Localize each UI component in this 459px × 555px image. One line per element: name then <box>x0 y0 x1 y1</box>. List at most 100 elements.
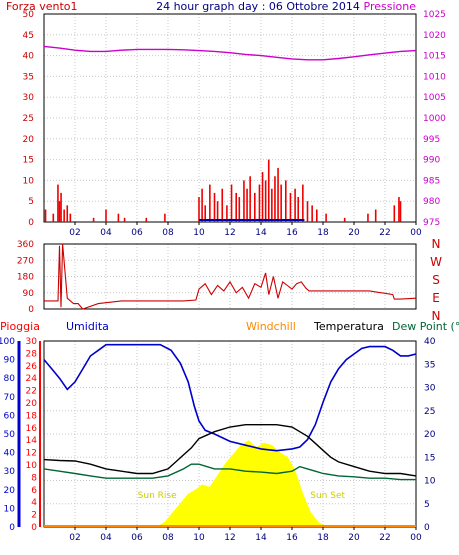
rain-y-tick-label: 14 <box>26 436 38 446</box>
wind-x-tick-label: 16 <box>286 228 298 238</box>
humidity-y-tick-label: 20 <box>4 486 16 496</box>
pressure-y-tick-label: 1015 <box>423 52 446 62</box>
humidity-y-tick-label: 10 <box>4 504 16 514</box>
humidity-y-tick-label: 30 <box>4 467 16 477</box>
pressure-y-tick-label: 1005 <box>423 93 446 103</box>
temp-x-tick-label: 06 <box>131 533 143 543</box>
temp-y-tick-label: 20 <box>424 430 436 440</box>
temp-x-tick-label: 18 <box>317 533 329 543</box>
rain-y-tick-label: 4 <box>31 498 37 508</box>
humidity-y-tick-label: 60 <box>4 411 16 421</box>
sunset-label: Sun Set <box>310 491 345 501</box>
temp-y-tick-label: 15 <box>424 453 435 463</box>
rain-y-tick-label: 8 <box>31 473 37 483</box>
humidity-y-tick-label: 90 <box>4 356 16 366</box>
temp-x-tick-label: 22 <box>379 533 390 543</box>
pressure-y-tick-label: 980 <box>423 197 440 207</box>
dir-compass-label: E <box>432 291 440 305</box>
wind-pressure-panel: 0510152025303540455097598098599099510001… <box>23 10 447 238</box>
wind-y-tick-label: 15 <box>23 156 34 166</box>
rain-y-tick-label: 6 <box>31 486 37 496</box>
legend-windchill: Windchill <box>246 320 296 333</box>
rain-y-tick-label: 0 <box>31 523 37 533</box>
temp-y-tick-label: 30 <box>424 384 436 394</box>
rain-y-tick-label: 22 <box>26 387 37 397</box>
legend-humidity: Umidita <box>66 320 109 333</box>
wind-x-tick-label: 22 <box>379 228 390 238</box>
wind-y-tick-label: 50 <box>23 10 35 20</box>
wind-y-tick-label: 30 <box>23 93 35 103</box>
dewpoint-line <box>43 463 416 481</box>
solar-area <box>155 440 328 528</box>
temp-x-tick-label: 08 <box>162 533 174 543</box>
temp-y-tick-label: 35 <box>424 360 435 370</box>
temp-x-tick-label: 20 <box>348 533 360 543</box>
temp-y-tick-label: 0 <box>424 523 430 533</box>
temp-y-tick-label: 40 <box>424 337 436 347</box>
rain-y-tick-label: 30 <box>26 337 38 347</box>
wind-y-tick-label: 40 <box>23 52 35 62</box>
pressure-y-tick-label: 1010 <box>423 72 446 82</box>
temperature-humidity-panel: 0510152025303540010203040506070809010002… <box>0 337 436 543</box>
temp-x-tick-label: 02 <box>69 533 80 543</box>
wind-x-tick-label: 18 <box>317 228 329 238</box>
pressure-line <box>43 45 417 61</box>
rain-y-tick-label: 2 <box>31 511 37 521</box>
dir-y-tick-label: 0 <box>28 305 34 315</box>
humidity-y-tick-label: 100 <box>0 337 15 347</box>
wind-x-tick-label: 10 <box>193 228 205 238</box>
pressure-y-tick-label: 1025 <box>423 10 446 20</box>
humidity-y-tick-label: 80 <box>4 374 16 384</box>
rain-y-tick-label: 26 <box>26 362 38 372</box>
wind-x-tick-label: 08 <box>162 228 174 238</box>
pressure-y-tick-label: 1000 <box>423 114 446 124</box>
humidity-y-tick-label: 0 <box>9 523 15 533</box>
pressure-y-tick-label: 995 <box>423 135 440 145</box>
wind-direction-line <box>44 243 417 310</box>
wind-axis-title: Forza vento1 <box>6 0 78 13</box>
temp-y-tick-label: 25 <box>424 407 435 417</box>
pressure-y-tick-label: 985 <box>423 176 440 186</box>
wind-x-tick-label: 04 <box>100 228 112 238</box>
humidity-y-tick-label: 40 <box>4 449 16 459</box>
wind-x-tick-label: 06 <box>131 228 143 238</box>
rain-y-tick-label: 20 <box>26 399 38 409</box>
legend-temperature: Temperatura <box>313 320 384 333</box>
temp-x-tick-label: 14 <box>255 533 267 543</box>
temp-x-tick-label: 00 <box>410 533 422 543</box>
dir-compass-label: N <box>432 237 441 251</box>
dir-compass-label: S <box>432 273 440 287</box>
temp-x-tick-label: 16 <box>286 533 298 543</box>
rain-y-tick-label: 24 <box>26 374 38 384</box>
wind-x-tick-label: 02 <box>69 228 80 238</box>
wind-x-tick-label: 12 <box>224 228 235 238</box>
dir-compass-label: W <box>430 255 442 269</box>
pressure-axis-title: Pressione <box>364 0 417 13</box>
wind-y-tick-label: 10 <box>23 176 35 186</box>
temp-y-tick-label: 10 <box>424 477 436 487</box>
temp-x-tick-label: 10 <box>193 533 205 543</box>
humidity-y-tick-label: 50 <box>4 430 16 440</box>
wind-x-tick-label: 00 <box>410 228 422 238</box>
legend-rain: Pioggia <box>0 320 40 333</box>
temperature-line <box>43 424 417 477</box>
wind-x-tick-label: 14 <box>255 228 267 238</box>
wind-x-tick-label: 20 <box>348 228 360 238</box>
wind-y-tick-label: 20 <box>23 135 35 145</box>
wind-y-tick-label: 0 <box>28 218 34 228</box>
dir-compass-label: N <box>432 309 441 323</box>
dir-y-tick-label: 360 <box>17 240 34 250</box>
humidity-line <box>43 343 417 452</box>
wind-y-tick-label: 5 <box>28 197 34 207</box>
chart-title: 24 hour graph day : 06 Ottobre 2014 <box>156 0 360 13</box>
dir-y-tick-label: 270 <box>17 256 34 266</box>
pressure-y-tick-label: 1020 <box>423 31 446 41</box>
wind-y-tick-label: 35 <box>23 72 34 82</box>
pressure-y-tick-label: 990 <box>423 156 440 166</box>
wind-y-tick-label: 25 <box>23 114 34 124</box>
legend-dewpoint: Dew Point (°C <box>392 320 459 333</box>
humidity-y-tick-label: 70 <box>4 393 16 403</box>
